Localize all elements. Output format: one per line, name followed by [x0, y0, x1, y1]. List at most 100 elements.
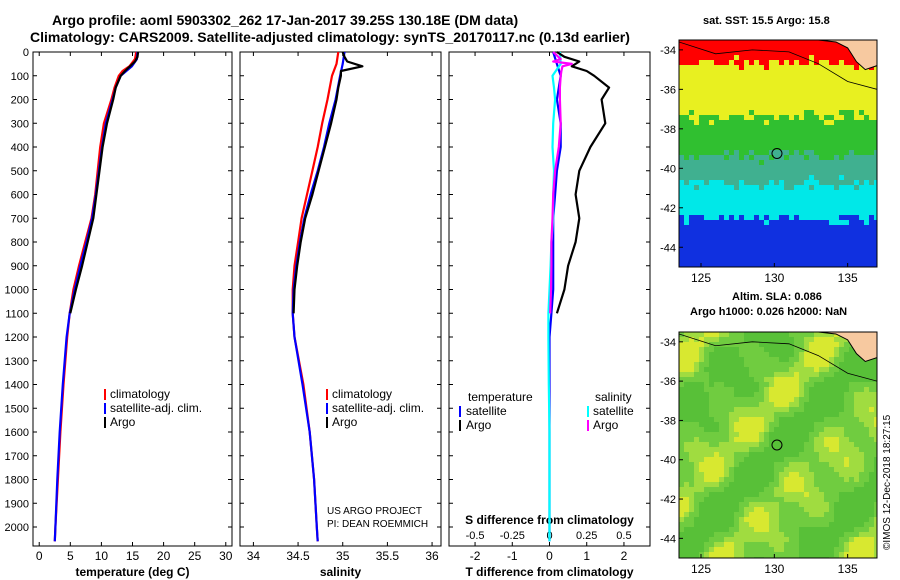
legend-label: satellite-adj. clim.	[332, 401, 424, 415]
sla-map-title-line1: Altim. SLA: 0.086	[732, 291, 822, 303]
x-tick-label: 35	[336, 549, 350, 563]
lat-tick-label: -44	[660, 533, 676, 545]
lat-tick-label: -40	[660, 455, 676, 467]
x-top-tick-label: -0.25	[500, 530, 525, 542]
y-tick-label: 400	[11, 142, 29, 154]
land-mass	[818, 332, 877, 363]
argo-float-marker	[771, 148, 783, 159]
lon-tick-label: 125	[691, 271, 711, 285]
legend-label: satellite	[593, 404, 634, 418]
x-tick-label: 20	[157, 549, 171, 563]
y-tick-label: 600	[11, 190, 29, 202]
lat-tick-label: -36	[660, 84, 676, 96]
x-tick-label: 2	[621, 549, 628, 563]
y-tick-label: 1700	[5, 451, 29, 463]
sla-map-frame	[678, 331, 878, 559]
y-tick-label: 100	[11, 71, 29, 83]
y-tick-label: 1800	[5, 475, 29, 487]
y-tick-label: 200	[11, 95, 29, 107]
y-tick-label: 1000	[5, 285, 29, 297]
land-mass	[818, 40, 877, 71]
lon-tick-label: 130	[764, 562, 784, 576]
y-tick-label: 700	[11, 213, 29, 225]
y-tick-label: 1100	[5, 308, 29, 320]
series-line-temperature-satellite-adj-clim-	[53, 51, 139, 542]
y-tick-label: 1200	[5, 332, 29, 344]
legend-label: climatology	[332, 387, 392, 401]
legend-label: satellite-adj. clim.	[110, 401, 202, 415]
project-credit: US ARGO PROJECT	[327, 506, 423, 517]
x-tick-label: 1	[583, 549, 590, 563]
y-tick-label: 300	[11, 118, 29, 130]
legend-title-salinity: salinity	[595, 390, 632, 404]
legend-label: Argo	[332, 415, 358, 429]
series-line-temperature-argo	[69, 51, 140, 314]
sla-map-title-line2: Argo h1000: 0.026 h2000: NaN	[690, 306, 848, 318]
series-line-differences-salinity-argo	[549, 51, 573, 314]
sla-map	[679, 332, 877, 558]
x-tick-label: 5	[67, 549, 74, 563]
x-tick-label: -1	[507, 549, 518, 563]
sst-map-frame	[678, 39, 878, 268]
argo-float-marker	[771, 439, 783, 451]
series-line-salinity-satellite-adj-clim-	[291, 51, 346, 542]
x-tick-label: 15	[126, 549, 140, 563]
legend-label: Argo	[593, 418, 619, 432]
x-top-tick-label: 0.5	[616, 530, 631, 542]
x-tick-label: 25	[188, 549, 202, 563]
lat-tick-label: -38	[660, 124, 676, 136]
lat-tick-label: -42	[660, 203, 676, 215]
lat-tick-label: -44	[660, 242, 676, 254]
chart-title-line1: Argo profile: aoml 5903302_262 17-Jan-20…	[52, 12, 519, 28]
legend-label: Argo	[466, 418, 492, 432]
series-line-differences-temperature-argo	[555, 51, 611, 314]
legend-title-temperature: temperature	[468, 390, 533, 404]
x-top-tick-label: 0.25	[576, 530, 597, 542]
lon-tick-label: 125	[691, 562, 711, 576]
x-tick-label: 0	[546, 549, 553, 563]
x-top-tick-label: -0.5	[466, 530, 485, 542]
y-tick-label: 800	[11, 237, 29, 249]
y-tick-label: 500	[11, 166, 29, 178]
y-tick-label: 0	[23, 47, 29, 59]
lat-tick-label: -34	[660, 45, 676, 57]
sst-map-title: sat. SST: 15.5 Argo: 15.8	[703, 15, 830, 27]
y-tick-label: 1400	[5, 380, 29, 392]
x-tick-label: 35.5	[376, 549, 400, 563]
x-tick-label: 10	[95, 549, 109, 563]
pi-credit: PI: DEAN ROEMMICH	[327, 519, 429, 530]
x-axis-label-salinity: salinity	[320, 565, 362, 579]
series-line-temperature-climatology	[53, 51, 138, 542]
lat-tick-label: -38	[660, 415, 676, 427]
y-tick-label: 2000	[5, 522, 29, 534]
lat-tick-label: -40	[660, 163, 676, 175]
x-tick-label: -2	[470, 549, 481, 563]
series-line-salinity-argo	[292, 51, 364, 314]
y-tick-label: 1500	[5, 403, 29, 415]
x-tick-label: 36	[425, 549, 439, 563]
chart-title-line2: Climatology: CARS2009. Satellite-adjuste…	[30, 29, 630, 45]
x-tick-label: 0	[36, 549, 43, 563]
lon-tick-label: 135	[838, 562, 858, 576]
lat-tick-label: -42	[660, 494, 676, 506]
x-tick-label: 34	[247, 549, 261, 563]
y-tick-label: 900	[11, 261, 29, 273]
lat-tick-label: -36	[660, 376, 676, 388]
x-axis-label-temperature: temperature (deg C)	[75, 565, 189, 579]
y-tick-label: 1900	[5, 498, 29, 510]
legend-label: satellite	[466, 404, 507, 418]
panel-frame-temperature	[32, 51, 233, 547]
shelf-contour	[679, 41, 877, 90]
legend-label: climatology	[110, 387, 170, 401]
x-tick-label: 30	[219, 549, 233, 563]
lat-tick-label: -34	[660, 337, 676, 349]
lon-tick-label: 130	[764, 271, 784, 285]
x-axis-label-differences: T difference from climatology	[465, 565, 633, 579]
imos-timestamp: ©IMOS 12-Dec-2018 18:27:15	[882, 414, 893, 550]
panel-frame-salinity	[239, 51, 442, 547]
legend-label: Argo	[110, 415, 136, 429]
y-tick-label: 1300	[5, 356, 29, 368]
x-tick-label: 34.5	[286, 549, 310, 563]
y-tick-label: 1600	[5, 427, 29, 439]
